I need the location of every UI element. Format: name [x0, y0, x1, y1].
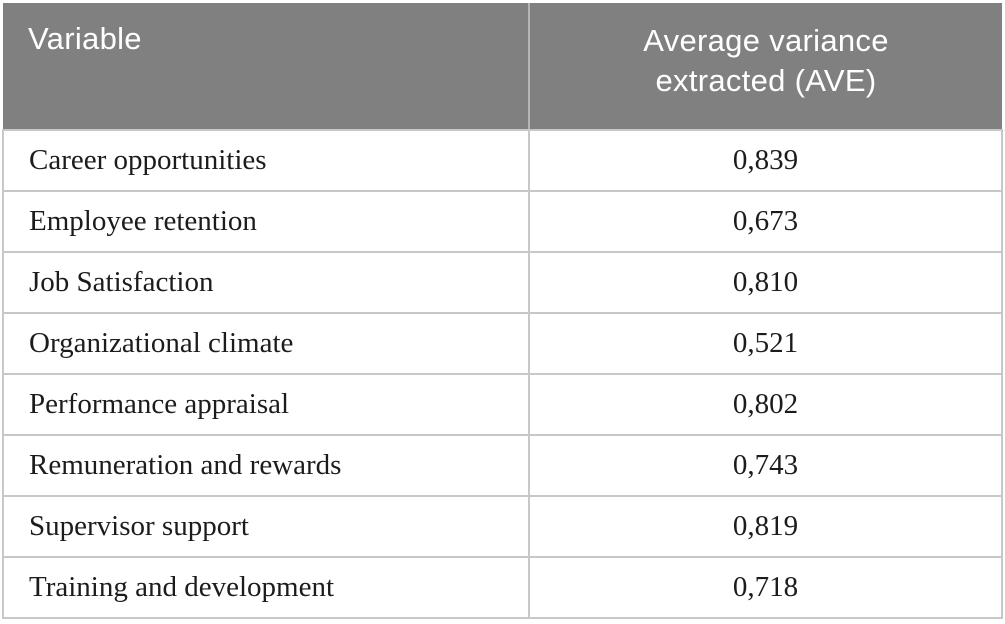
header-row: Variable Average variance extracted (AVE…: [3, 3, 1002, 131]
ave-value-cell: 0,819: [528, 495, 1003, 558]
table-row: Job Satisfaction 0,810: [2, 251, 1003, 314]
table-header: Variable Average variance extracted (AVE…: [3, 3, 1002, 131]
variable-cell: Performance appraisal: [2, 373, 530, 436]
ave-table: Variable Average variance extracted (AVE…: [2, 3, 1003, 619]
ave-value-cell: 0,839: [528, 129, 1003, 192]
column-header-variable: Variable: [3, 3, 529, 131]
ave-value-cell: 0,718: [528, 556, 1003, 619]
ave-value-cell: 0,673: [528, 190, 1003, 253]
table-row: Performance appraisal 0,802: [2, 373, 1003, 436]
column-header-ave-label: Average variance extracted (AVE): [643, 23, 889, 98]
ave-value-cell: 0,802: [528, 373, 1003, 436]
table-row: Organizational climate 0,521: [2, 312, 1003, 375]
variable-cell: Job Satisfaction: [2, 251, 530, 314]
variable-cell: Training and development: [2, 556, 530, 619]
table-body: Career opportunities 0,839 Employee rete…: [2, 129, 1003, 619]
ave-table-container: Variable Average variance extracted (AVE…: [2, 3, 1003, 619]
column-header-ave: Average variance extracted (AVE): [528, 3, 1002, 131]
table-row: Training and development 0,718: [2, 556, 1003, 619]
ave-value-cell: 0,810: [528, 251, 1003, 314]
table-row: Career opportunities 0,839: [2, 129, 1003, 192]
table-row: Employee retention 0,673: [2, 190, 1003, 253]
table-row: Remuneration and rewards 0,743: [2, 434, 1003, 497]
variable-cell: Career opportunities: [2, 129, 530, 192]
ave-value-cell: 0,743: [528, 434, 1003, 497]
table-row: Supervisor support 0,819: [2, 495, 1003, 558]
variable-cell: Organizational climate: [2, 312, 530, 375]
variable-cell: Remuneration and rewards: [2, 434, 530, 497]
variable-cell: Employee retention: [2, 190, 530, 253]
ave-value-cell: 0,521: [528, 312, 1003, 375]
variable-cell: Supervisor support: [2, 495, 530, 558]
